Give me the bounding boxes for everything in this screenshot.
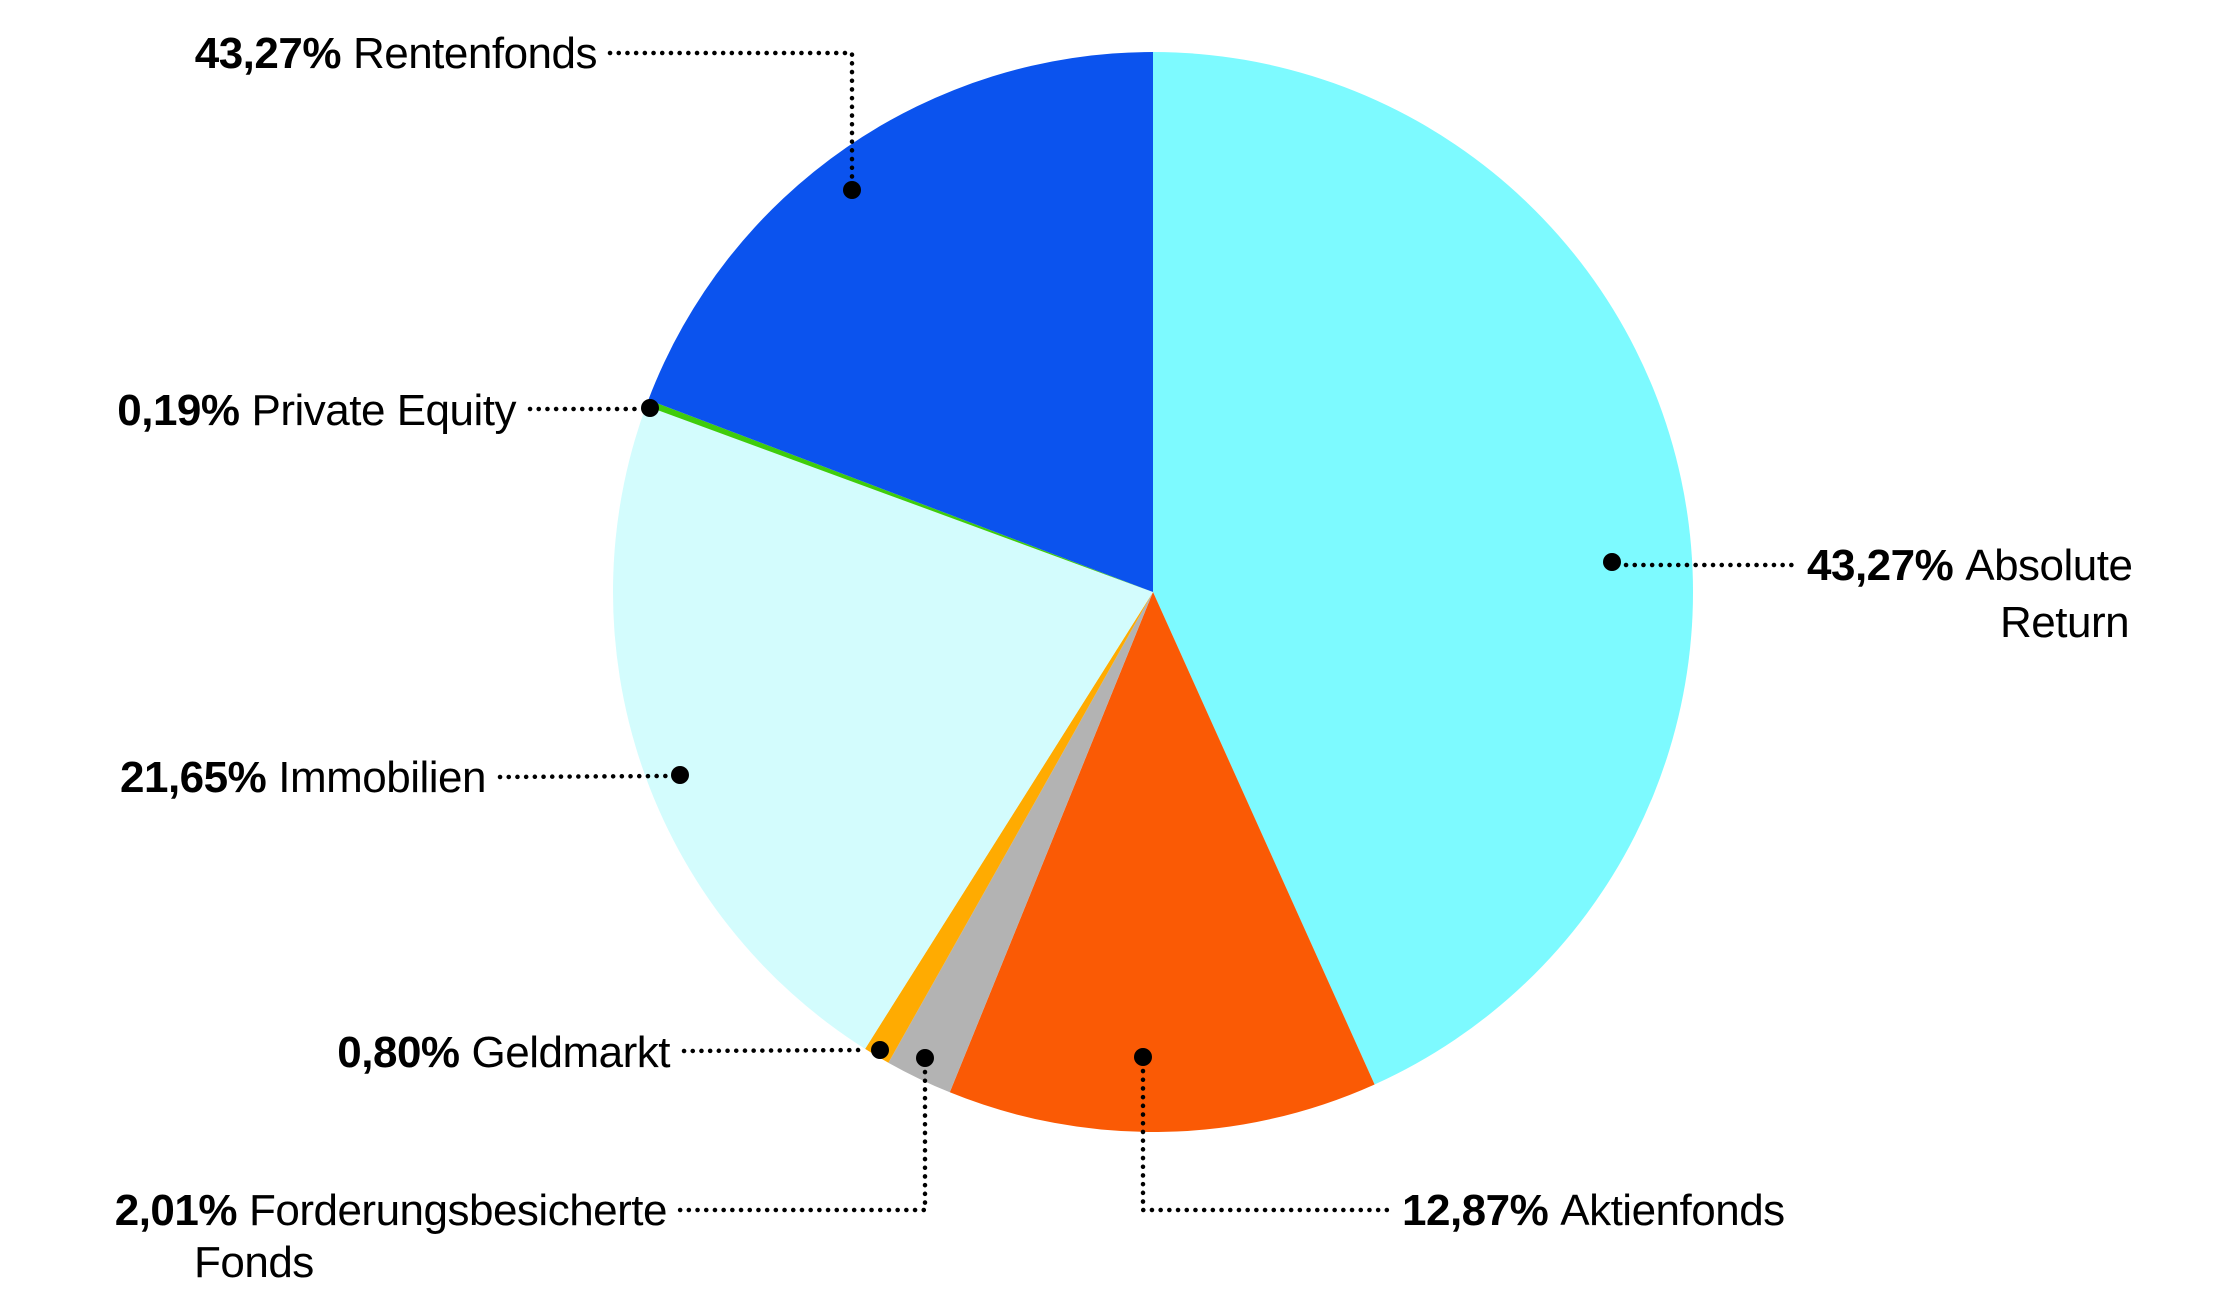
leader-dot-forderungsbesicherte-fonds [916, 1049, 934, 1067]
label-absolute-return: Return [2000, 598, 2129, 647]
pie-slice-absolute-return [1153, 52, 1694, 1085]
label-geldmarkt: 0,80% Geldmarkt [337, 1028, 670, 1077]
leader-dot-geldmarkt [871, 1041, 889, 1059]
label-percent: 12,87% [1402, 1186, 1548, 1235]
leader-dot-immobilien [671, 766, 689, 784]
label-category: Rentenfonds [353, 29, 597, 78]
label-percent: 21,65% [120, 753, 266, 802]
leader-dot-private-equity [641, 399, 659, 417]
pie-slice-rentenfonds [648, 52, 1153, 592]
pie-slice-forderungsbesicherte-fonds [888, 592, 1153, 1093]
label-private-equity: 0,19% Private Equity [117, 386, 516, 435]
pie-slice-immobilien [612, 405, 1153, 1049]
label-immobilien: 21,65% Immobilien [120, 753, 486, 802]
label-category: Forderungsbesicherte [249, 1186, 667, 1235]
label-forderungsbesicherte-fonds: Fonds [194, 1238, 314, 1287]
label-percent: 2,01% [115, 1186, 237, 1235]
label-percent: 43,27% [1807, 541, 1953, 590]
label-category: Private Equity [252, 386, 517, 435]
leader-line-immobilien [497, 773, 669, 780]
label-forderungsbesicherte-fonds: 2,01% Forderungsbesicherte [115, 1186, 667, 1235]
leader-dot-aktienfonds [1134, 1048, 1152, 1066]
leader-dot-absolute-return [1603, 553, 1621, 571]
label-category: Geldmarkt [472, 1028, 671, 1077]
leader-dot-rentenfonds [843, 181, 861, 199]
leader-line-rentenfonds [607, 50, 855, 180]
pie-slice-private-equity [646, 399, 1153, 592]
label-rentenfonds: 43,27% Rentenfonds [195, 29, 597, 78]
label-aktienfonds: 12,87% Aktienfonds [1402, 1186, 1785, 1235]
label-category: Aktienfonds [1560, 1186, 1784, 1235]
label-category: Absolute [1965, 541, 2132, 590]
label-percent: 0,19% [117, 386, 239, 435]
leader-line-forderungsbesicherte-fonds [677, 1069, 928, 1213]
label-absolute-return: 43,27% Absolute [1807, 541, 2132, 590]
label-category-line2: Return [2000, 598, 2129, 647]
label-category: Immobilien [278, 753, 486, 802]
leader-line-aktienfonds [1140, 1068, 1393, 1213]
label-category-line2: Fonds [194, 1238, 314, 1287]
leader-line-geldmarkt [681, 1047, 869, 1054]
label-percent: 43,27% [195, 29, 341, 78]
pie-slice-geldmarkt [865, 592, 1153, 1063]
pie-slice-aktienfonds [949, 592, 1375, 1133]
label-percent: 0,80% [337, 1028, 459, 1077]
